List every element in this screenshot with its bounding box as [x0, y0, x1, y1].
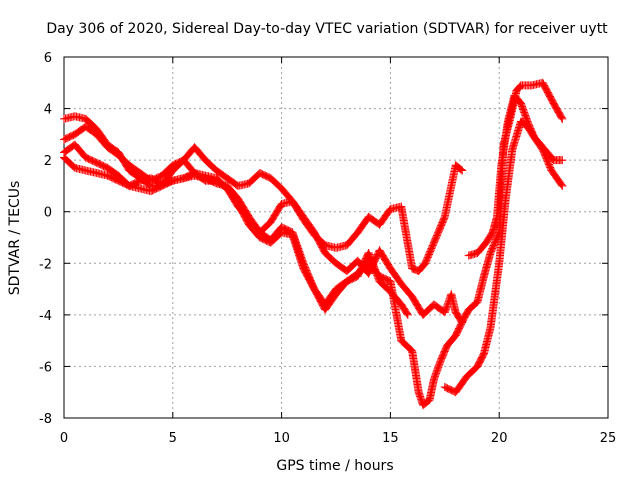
data-point [457, 165, 466, 174]
y-tick-label: -4 [39, 309, 52, 324]
x-tick-label: 15 [382, 431, 399, 446]
data-point [558, 114, 567, 123]
x-tick-label: 0 [60, 431, 68, 446]
y-tick-label: 0 [44, 206, 52, 221]
tick-marks [63, 56, 609, 419]
plot-frame [63, 56, 609, 419]
y-tick-label: -2 [39, 257, 52, 272]
y-tick-label: 6 [44, 51, 52, 66]
data-point [515, 83, 524, 92]
x-tick-label: 10 [273, 431, 290, 446]
x-tick-label: 20 [491, 431, 508, 446]
data-point [402, 309, 411, 318]
chart-title: Day 306 of 2020, Sidereal Day-to-day VTE… [46, 21, 608, 37]
data-point [403, 310, 412, 319]
y-tick-labels: -8 -6 -4 -2 0 2 4 6 [39, 51, 52, 427]
y-tick-label: 2 [44, 154, 52, 169]
x-axis-label: GPS time / hours [276, 458, 393, 474]
data-point [558, 156, 567, 165]
data-point [557, 113, 566, 122]
x-tick-labels: 0 5 10 15 20 25 [60, 431, 616, 446]
data-points [60, 78, 567, 410]
data-point [557, 180, 566, 189]
y-tick-label: 4 [44, 103, 52, 118]
y-axis-label: SDTVAR / TECUs [7, 181, 23, 296]
y-tick-label: -6 [39, 360, 52, 375]
data-point [458, 166, 467, 175]
x-tick-label: 5 [169, 431, 177, 446]
x-tick-label: 25 [600, 431, 617, 446]
data-point [558, 181, 567, 190]
y-tick-label: -8 [39, 412, 52, 427]
series-track-f [464, 91, 567, 260]
